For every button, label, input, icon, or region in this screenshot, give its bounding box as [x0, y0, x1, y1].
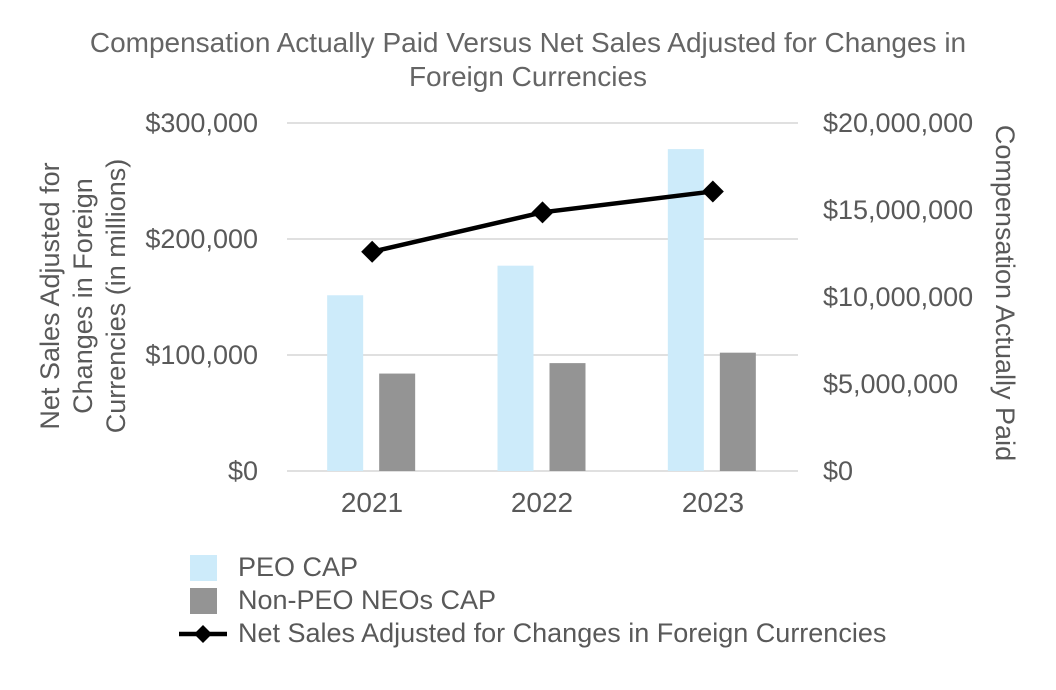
chart-title-line-2: Foreign Currencies	[408, 61, 648, 92]
legend-icon-wrap	[179, 587, 227, 614]
diamond-marker-2021	[361, 240, 384, 263]
right-axis-tick: $5,000,000	[823, 369, 959, 399]
legend-item-peo-cap: PEO CAP	[179, 551, 886, 584]
bar-peo-cap-2023	[667, 149, 704, 471]
legend-label: PEO CAP	[238, 552, 359, 582]
bar-peo-cap-2022	[497, 265, 534, 471]
legend-icon-wrap	[179, 554, 227, 581]
peo-cap-swatch-icon	[189, 554, 217, 581]
right-axis-tick: $10,000,000	[823, 282, 974, 312]
legend-item-non-peo-neos-cap: Non-PEO NEOs CAP	[179, 584, 886, 617]
legend-label: Non-PEO NEOs CAP	[238, 585, 497, 615]
legend-item-net-sales: Net Sales Adjusted for Changes in Foreig…	[179, 617, 886, 650]
chart-title-line-1: Compensation Actually Paid Versus Net Sa…	[89, 27, 967, 58]
x-axis-label-2021: 2021	[340, 487, 404, 518]
left-axis-tick: $0	[227, 456, 258, 486]
legend: PEO CAP Non-PEO NEOs CAP Net Sales Adjus…	[179, 551, 886, 650]
x-axis-label-2023: 2023	[681, 487, 745, 518]
non-peo-cap-swatch-icon	[189, 587, 217, 614]
bar-non-peo-neos-cap-2022	[549, 363, 586, 471]
legend-label: Net Sales Adjusted for Changes in Foreig…	[238, 618, 887, 648]
right-axis-tick: $0	[823, 456, 854, 486]
diamond-marker-2023	[701, 180, 724, 203]
right-axis-tick: $20,000,000	[823, 108, 974, 138]
line-diamond-marker-icon	[179, 622, 227, 646]
bar-non-peo-neos-cap-2023	[719, 352, 756, 471]
right-axis-tick: $15,000,000	[823, 195, 974, 225]
bar-non-peo-neos-cap-2021	[379, 373, 416, 471]
left-axis-tick: $100,000	[145, 340, 258, 370]
chart-title: Compensation Actually Paid Versus Net Sa…	[0, 26, 1056, 94]
left-axis-tick: $300,000	[145, 108, 258, 138]
left-axis-tick: $200,000	[145, 224, 258, 254]
bar-peo-cap-2021	[327, 295, 364, 471]
diamond-marker-2022	[531, 201, 554, 224]
x-axis-label-2022: 2022	[510, 487, 574, 518]
